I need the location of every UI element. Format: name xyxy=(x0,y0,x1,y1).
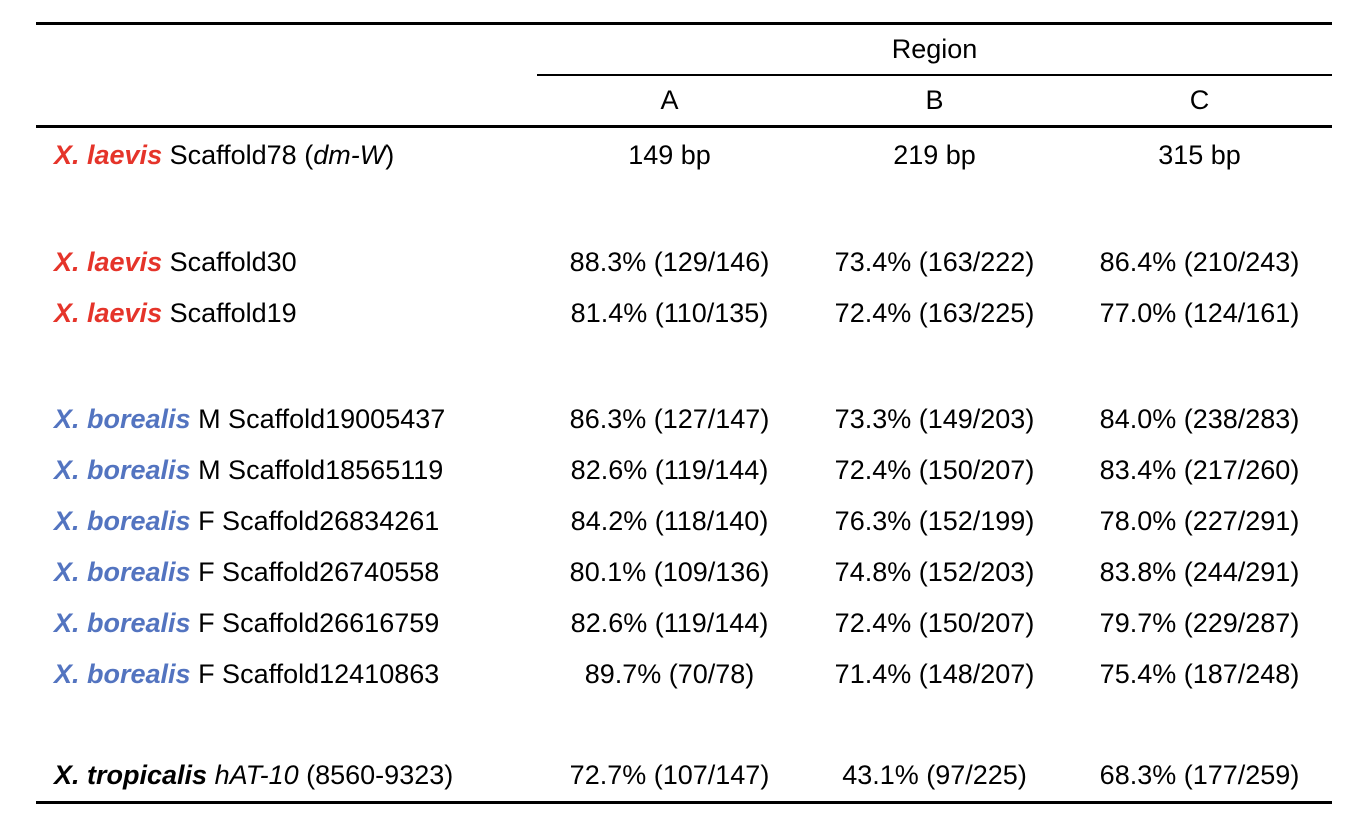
data-cell: 73.4% (163/222) xyxy=(834,247,1035,277)
data-cell: 43.1% (97/225) xyxy=(842,760,1027,790)
data-cell: 79.7% (229/287) xyxy=(1099,608,1300,638)
column-header-b: B xyxy=(925,85,944,115)
data-cell: 83.4% (217/260) xyxy=(1099,455,1300,485)
row-label: X. borealis M Scaffold19005437 xyxy=(36,394,537,445)
species-name: X. laevis xyxy=(54,247,163,277)
row-label: X. laevis Scaffold30 xyxy=(36,237,537,288)
label-column-spacer xyxy=(36,25,537,76)
data-cell: 88.3% (129/146) xyxy=(569,247,770,277)
label-text: Scaffold30 xyxy=(162,247,297,277)
bottom-rule xyxy=(36,801,1332,804)
label-text: Scaffold78 ( xyxy=(162,139,314,170)
label-column-spacer xyxy=(36,76,537,125)
data-cell: 72.4% (150/207) xyxy=(834,455,1035,485)
table-row: X. borealis F Scaffold26834261 84.2% (11… xyxy=(36,496,1332,547)
data-cell: 84.0% (238/283) xyxy=(1099,404,1300,434)
data-cell: 78.0% (227/291) xyxy=(1099,506,1300,536)
row-label: X. borealis F Scaffold26740558 xyxy=(36,547,537,598)
spacer-row xyxy=(36,182,1332,237)
species-name: X. borealis xyxy=(54,608,191,638)
table-row: X. borealis F Scaffold26740558 80.1% (10… xyxy=(36,547,1332,598)
top-rule xyxy=(36,22,1332,25)
region-header-row: Region xyxy=(36,25,1332,76)
data-cell: 76.3% (152/199) xyxy=(834,506,1035,536)
spacer-row xyxy=(36,339,1332,394)
row-label: X. tropicalis hAT-10 (8560-9323) xyxy=(36,750,537,801)
data-cell: 219 bp xyxy=(893,139,976,170)
species-name: X. laevis xyxy=(54,139,163,170)
species-name: X. borealis xyxy=(54,506,191,536)
table-row: X. borealis F Scaffold26616759 82.6% (11… xyxy=(36,598,1332,649)
column-header-row: A B C xyxy=(36,76,1332,125)
column-header-a: A xyxy=(660,85,679,115)
label-text: Scaffold19 xyxy=(162,298,297,328)
data-cell: 82.6% (119/144) xyxy=(570,455,769,485)
label-text: (8560-9323) xyxy=(298,760,454,790)
alignment-table: Region A B C X. laevis Scaffold78 (dm-W)… xyxy=(36,22,1332,804)
data-cell: 72.4% (163/225) xyxy=(834,298,1035,328)
label-text: hAT-10 xyxy=(207,760,299,790)
data-cell: 73.3% (149/203) xyxy=(834,404,1035,434)
data-cell: 84.2% (118/140) xyxy=(570,506,769,536)
label-text: ) xyxy=(385,139,395,170)
label-text: F Scaffold26740558 xyxy=(190,557,440,587)
region-header: Region xyxy=(537,25,1332,76)
row-label: X. borealis M Scaffold18565119 xyxy=(36,445,537,496)
data-cell: 81.4% (110/135) xyxy=(570,298,769,328)
row-label: X. borealis F Scaffold26616759 xyxy=(36,598,537,649)
row-label: X. borealis F Scaffold12410863 xyxy=(36,649,537,700)
data-cell: 77.0% (124/161) xyxy=(1099,298,1300,328)
label-text: F Scaffold26616759 xyxy=(190,608,440,638)
species-name: X. borealis xyxy=(54,659,191,689)
label-text: M Scaffold18565119 xyxy=(190,455,444,485)
table-rows: X. laevis Scaffold78 (dm-W) 149 bp 219 b… xyxy=(36,128,1332,801)
spacer-row xyxy=(36,700,1332,750)
data-cell: 74.8% (152/203) xyxy=(834,557,1035,587)
data-cell: 83.8% (244/291) xyxy=(1099,557,1300,587)
data-cell: 80.1% (109/136) xyxy=(569,557,770,587)
data-cell: 86.4% (210/243) xyxy=(1099,247,1300,277)
table-row: X. laevis Scaffold30 88.3% (129/146) 73.… xyxy=(36,237,1332,288)
species-name: X. borealis xyxy=(54,404,191,434)
table-row: X. borealis M Scaffold18565119 82.6% (11… xyxy=(36,445,1332,496)
species-name: X. tropicalis xyxy=(54,760,208,790)
species-name: X. laevis xyxy=(54,298,163,328)
data-cell: 72.7% (107/147) xyxy=(569,760,770,790)
data-cell: 86.3% (127/147) xyxy=(569,404,770,434)
row-label: X. laevis Scaffold78 (dm-W) xyxy=(36,128,537,182)
species-name: X. borealis xyxy=(54,455,191,485)
table-row: X. borealis M Scaffold19005437 86.3% (12… xyxy=(36,394,1332,445)
data-cell: 149 bp xyxy=(628,139,711,170)
data-cell: 68.3% (177/259) xyxy=(1099,760,1300,790)
row-label: X. laevis Scaffold19 xyxy=(36,288,537,339)
table-row: X. laevis Scaffold78 (dm-W) 149 bp 219 b… xyxy=(36,128,1332,182)
column-header-c: C xyxy=(1189,85,1210,115)
data-cell: 315 bp xyxy=(1158,139,1241,170)
data-cell: 72.4% (150/207) xyxy=(834,608,1035,638)
data-cell: 82.6% (119/144) xyxy=(570,608,769,638)
table-row: X. borealis F Scaffold12410863 89.7% (70… xyxy=(36,649,1332,700)
label-text: M Scaffold19005437 xyxy=(190,404,446,434)
label-text: F Scaffold26834261 xyxy=(190,506,440,536)
species-name: X. borealis xyxy=(54,557,191,587)
data-cell: 89.7% (70/78) xyxy=(584,659,755,689)
data-cell: 75.4% (187/248) xyxy=(1099,659,1300,689)
row-label: X. borealis F Scaffold26834261 xyxy=(36,496,537,547)
label-text: dm-W xyxy=(313,139,386,170)
header-rule xyxy=(36,125,1332,128)
table-row: X. tropicalis hAT-10 (8560-9323) 72.7% (… xyxy=(36,750,1332,801)
table-row: X. laevis Scaffold19 81.4% (110/135) 72.… xyxy=(36,288,1332,339)
data-cell: 71.4% (148/207) xyxy=(834,659,1035,689)
label-text: F Scaffold12410863 xyxy=(190,659,440,689)
